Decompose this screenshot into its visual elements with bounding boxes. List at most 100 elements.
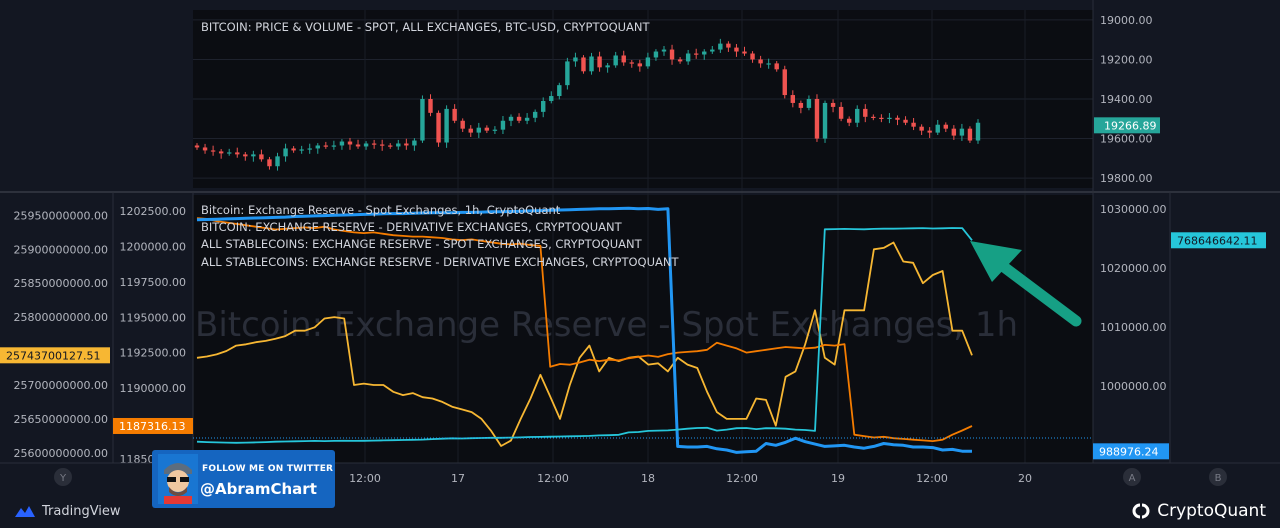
time-axis-tick: 12:00 [537,472,569,485]
reserve-line-series [196,206,973,454]
time-axis-tick: 19 [831,472,845,485]
reserve-series-line-far_right [196,227,973,444]
candle [637,59,643,72]
twitter-follow-text: FOLLOW ME ON TWITTER [202,464,334,474]
price-axis-tick: 19800.00 [1100,172,1153,185]
candle [597,51,602,72]
bottom-panel-watermark: Bitcoin: Exchange Reserve - Spot Exchang… [195,305,1018,345]
candle [774,61,779,72]
cryptoquant-brand[interactable]: CryptoQuant [1131,500,1266,522]
candlestick-series [194,38,981,171]
candle [452,104,457,124]
candle [702,49,707,60]
candle [855,105,860,128]
axis-tick-far_left: 25700000000.00 [14,379,108,392]
candle [218,149,224,159]
candle [895,115,900,126]
candle [846,116,852,127]
corner-a-button[interactable] [1123,468,1141,486]
candle [227,148,232,156]
last-value-label-bg-right [1093,443,1169,460]
cryptoquant-label: CryptoQuant [1157,501,1266,521]
candle [275,152,280,171]
candle [782,65,787,99]
bottom-legend-btc-deriv[interactable]: BITCOIN: EXCHANGE RESERVE - DERIVATIVE E… [201,220,623,234]
candle [194,143,200,150]
candle [959,123,965,141]
candle [661,45,667,56]
candle [605,63,610,73]
time-axis-tick: 17 [451,472,465,485]
candle [621,50,626,66]
candle [210,145,216,156]
candle [396,139,401,150]
candle [484,125,490,134]
twitter-follow-badge[interactable]: FOLLOW ME ON TWITTER @AbramChart [152,450,335,508]
candle [734,44,739,57]
candle [549,91,554,104]
candle [822,100,828,143]
top-panel-legend[interactable]: BITCOIN: PRICE & VOLUME - SPOT, ALL EXCH… [201,20,651,34]
avatar [158,454,198,504]
time-axis-tick: 12:00 [916,472,948,485]
axis-tick-left: 1190000.00 [120,382,186,395]
tradingview-logo-icon [15,506,35,517]
bottom-legend-stable-spot[interactable]: ALL STABLECOINS: EXCHANGE RESERVE - SPOT… [201,237,643,251]
corner-y-button[interactable] [54,468,72,486]
candle [677,57,683,64]
candle [202,143,208,154]
candle [251,150,256,162]
candle [243,152,248,161]
reserve-series-line-far_left [196,241,973,447]
bottom-legend-btc-spot[interactable]: Bitcoin: Exchange Reserve - Spot Exchang… [201,203,561,217]
bottom-legend-stable-deriv[interactable]: ALL STABLECOINS: EXCHANGE RESERVE - DERI… [201,255,679,269]
candle [339,139,345,150]
price-axis-tick: 19600.00 [1100,133,1153,146]
candle [541,97,546,118]
axis-tick-far_left: 25900000000.00 [14,243,108,256]
candle [557,82,562,100]
candle [887,113,892,124]
axis-tick-left: 1200000.00 [120,241,186,254]
candle [379,139,385,151]
twitter-handle[interactable]: @AbramChart [200,480,317,498]
candle [863,104,868,123]
candle [935,119,940,135]
candle [492,126,498,135]
tradingview-brand[interactable]: TradingView [14,500,121,522]
candle [943,122,948,133]
candle [323,141,329,149]
axis-tick-left: 1195000.00 [120,311,186,324]
corner-b-button[interactable] [1209,468,1227,486]
time-axis-tick: 12:00 [349,472,381,485]
bottom-panel-area[interactable] [193,195,1093,463]
price-axis-tick: 19200.00 [1100,53,1153,66]
candle [750,51,755,63]
candle [927,127,932,138]
candle [814,94,820,142]
axis-tick-right: 1030000.00 [1100,203,1166,216]
candle [581,55,586,74]
candle [307,143,312,154]
candle [951,125,957,140]
last-price-label-bg [1094,117,1160,134]
time-axis-tick: 18 [641,472,655,485]
candle [766,58,771,69]
axis-tick-far_left: 25800000000.00 [14,311,108,324]
candle [444,105,449,148]
tradingview-label: TradingView [42,503,121,519]
last-value-label-left: 1187316.13 [119,420,185,433]
candle [267,156,272,170]
candle [790,90,796,108]
cryptoquant-logo-icon [1132,503,1150,519]
corner-a-label: A [1129,473,1136,484]
axis-tick-far_left: 25950000000.00 [14,209,108,222]
candle [355,139,361,149]
candle [404,138,409,150]
candle [508,114,514,127]
last-price-label: 19266.89 [1104,119,1157,132]
time-axis-tick: 20 [1018,472,1032,485]
candle [710,45,715,54]
